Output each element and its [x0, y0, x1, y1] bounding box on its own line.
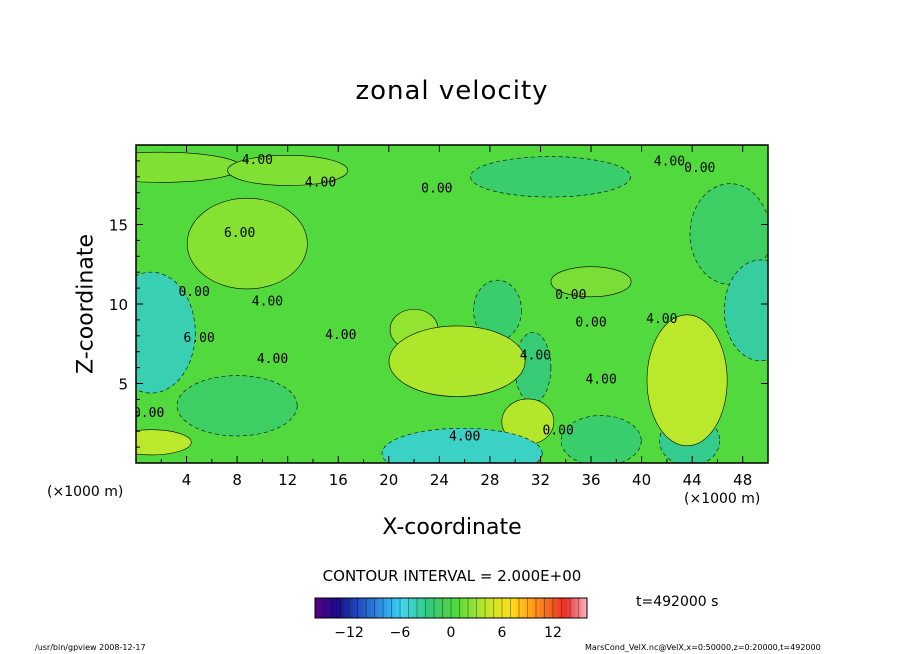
- time-label: t=492000 s: [636, 594, 719, 610]
- x-tick-label: 12: [278, 471, 297, 489]
- field-contour: [388, 325, 526, 397]
- y-axis: 5 10 15: [109, 160, 768, 448]
- colorbar-tick-label: 0: [447, 625, 456, 641]
- x-tick-label: 28: [480, 471, 499, 489]
- x-tick-label: 8: [232, 471, 242, 489]
- y-tick-label: 15: [109, 217, 128, 235]
- contour-label: 4.00: [305, 175, 336, 190]
- contour-label: 4.00: [585, 373, 616, 388]
- contour-label: 0.00: [575, 315, 606, 330]
- field-contour: [646, 314, 728, 447]
- x-tick-label: 20: [379, 471, 398, 489]
- x-axis-label: X-coordinate: [382, 515, 522, 540]
- footer-left: /usr/bin/gpview 2008-12-17: [35, 643, 146, 652]
- contour-label: 0.00: [555, 288, 586, 303]
- contour-label: 0.00: [178, 285, 209, 300]
- colorbar-tick-label: −6: [390, 625, 411, 641]
- contour-label: 4.00: [654, 155, 685, 170]
- field-contour: [136, 271, 196, 394]
- colorbar-tick-label: −12: [334, 625, 364, 641]
- x-tick-label: 16: [329, 471, 348, 489]
- x-tick-label: 36: [581, 471, 600, 489]
- field-contour: [186, 197, 308, 290]
- field-contour: [136, 429, 192, 456]
- contour-label: 4.00: [242, 153, 273, 168]
- contour-label: 6.00: [184, 331, 215, 346]
- contour-label: 4.00: [449, 430, 480, 445]
- x-tick-label: 24: [430, 471, 449, 489]
- field-contour: [724, 259, 768, 362]
- contour-label: 6.00: [224, 226, 255, 241]
- contour-label: 4.00: [520, 349, 551, 364]
- contour-interval: CONTOUR INTERVAL = 2.000E+00: [322, 567, 582, 585]
- colorbar-tick-label: 12: [544, 625, 562, 641]
- field-contour: [381, 427, 543, 463]
- x-unit-right: (×1000 m): [684, 491, 761, 507]
- y-tick-label: 10: [109, 296, 128, 314]
- colorbar-ticks: −12 −6 0 6 12: [314, 598, 588, 641]
- x-tick-label: 44: [683, 471, 702, 489]
- field-contour: [136, 151, 242, 183]
- contour-label: 4.00: [325, 328, 356, 343]
- contour-labels: 4.004.00 0.004.00 0.006.000.004.004.006.00…: [133, 153, 715, 445]
- contour-label: 4.00: [257, 352, 288, 367]
- x-tick-label: 48: [733, 471, 752, 489]
- x-unit-left: (×1000 m): [47, 484, 124, 500]
- y-tick-label: 5: [118, 376, 128, 394]
- footer-right: MarsCond_VelX.nc@VelX,x=0:50000,z=0:2000…: [585, 643, 821, 652]
- contour-label: 0.00: [133, 406, 164, 421]
- field-contour: [176, 375, 298, 437]
- field-contour: [560, 415, 642, 463]
- x-tick-label: 32: [531, 471, 550, 489]
- contour-label: 0.00: [684, 161, 715, 176]
- x-tick-label: 40: [632, 471, 651, 489]
- chart-title: zonal velocity: [355, 76, 549, 106]
- contour-label: 4.00: [252, 295, 283, 310]
- field-contour: [470, 156, 631, 198]
- contour-label: 0.00: [421, 182, 452, 197]
- contour-label: 4.00: [646, 312, 677, 327]
- colorbar-tick-label: 6: [498, 625, 507, 641]
- y-axis-label: Z-coordinate: [73, 234, 99, 374]
- contour-label: 0.00: [543, 423, 574, 438]
- field-contour: [227, 155, 349, 186]
- field-contour: [550, 266, 632, 298]
- x-axis: 4 8 12 16 20 24 28 32 36 40 44 48: [160, 145, 752, 489]
- x-tick-label: 4: [182, 471, 192, 489]
- velocity-field: [136, 151, 768, 463]
